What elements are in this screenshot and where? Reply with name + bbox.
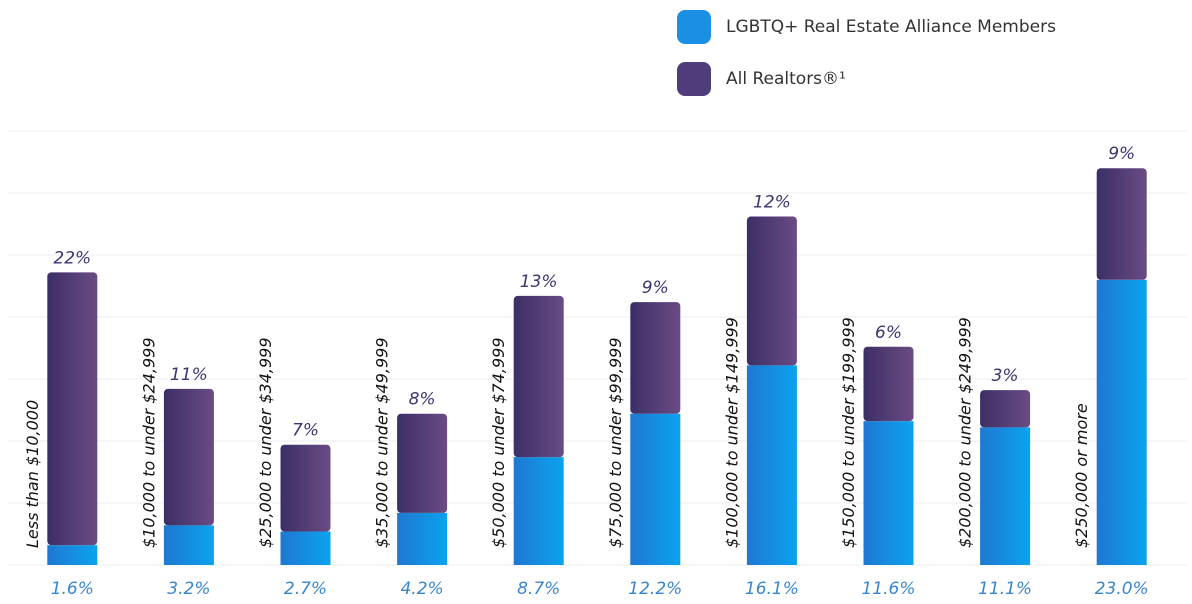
value-label: 6% xyxy=(875,323,902,343)
bar-segment xyxy=(746,365,797,565)
value-label: 22% xyxy=(53,248,91,268)
value-label: 12% xyxy=(753,193,791,213)
bar-segment xyxy=(746,216,797,366)
category-label: $150,000 to under $199,999 xyxy=(839,317,858,548)
bar-segment xyxy=(47,272,98,546)
category-label: $25,000 to under $34,999 xyxy=(256,337,275,548)
bar-segment xyxy=(280,444,331,532)
value-label: 9% xyxy=(642,278,669,298)
bar-segment xyxy=(630,302,681,414)
value-label: 8% xyxy=(409,390,436,410)
value-label: 16.1% xyxy=(745,579,799,599)
value-label: 8.7% xyxy=(517,579,560,599)
value-label: 1.6% xyxy=(51,579,94,599)
value-label: 3% xyxy=(992,366,1019,386)
value-label: 11.1% xyxy=(978,579,1032,599)
bar-segment xyxy=(513,295,564,458)
bar-segment xyxy=(47,545,98,565)
legend-swatch xyxy=(677,62,711,96)
bar-segment xyxy=(163,525,214,565)
bar-segment xyxy=(397,413,448,513)
value-label: 12.2% xyxy=(628,579,682,599)
category-label: $50,000 to under $74,999 xyxy=(489,337,508,548)
bar-segment xyxy=(397,512,448,565)
value-label: 9% xyxy=(1108,144,1135,164)
value-label: 2.7% xyxy=(284,579,327,599)
bar-segment xyxy=(513,457,564,565)
value-label: 3.2% xyxy=(167,579,210,599)
legend-swatch xyxy=(677,10,711,44)
legend-label: All Realtors®¹ xyxy=(726,69,846,89)
bar-segment xyxy=(863,346,914,422)
bar-segment xyxy=(280,531,331,565)
bar-segment xyxy=(863,421,914,565)
category-label: $35,000 to under $49,999 xyxy=(373,337,392,548)
bar-segment xyxy=(630,413,681,565)
category-label: $200,000 to under $249,999 xyxy=(956,317,975,548)
value-label: 11% xyxy=(170,365,208,385)
category-label: $100,000 to under $149,999 xyxy=(722,317,741,548)
legend-label: LGBTQ+ Real Estate Alliance Members xyxy=(726,17,1056,37)
category-label: $10,000 to under $24,999 xyxy=(139,337,158,548)
bar-segment xyxy=(163,388,214,526)
value-label: 11.6% xyxy=(861,579,915,599)
bar-segment xyxy=(1096,168,1147,280)
bar-segment xyxy=(980,390,1031,428)
value-label: 7% xyxy=(292,421,319,441)
category-label: Less than $10,000 xyxy=(23,400,42,548)
value-label: 23.0% xyxy=(1095,579,1149,599)
bar-segment xyxy=(980,427,1031,565)
value-label: 13% xyxy=(520,272,558,292)
category-label: $75,000 to under $99,999 xyxy=(606,337,625,548)
value-label: 4.2% xyxy=(400,579,443,599)
bar-segment xyxy=(1096,279,1147,565)
category-label: $250,000 or more xyxy=(1072,403,1091,548)
